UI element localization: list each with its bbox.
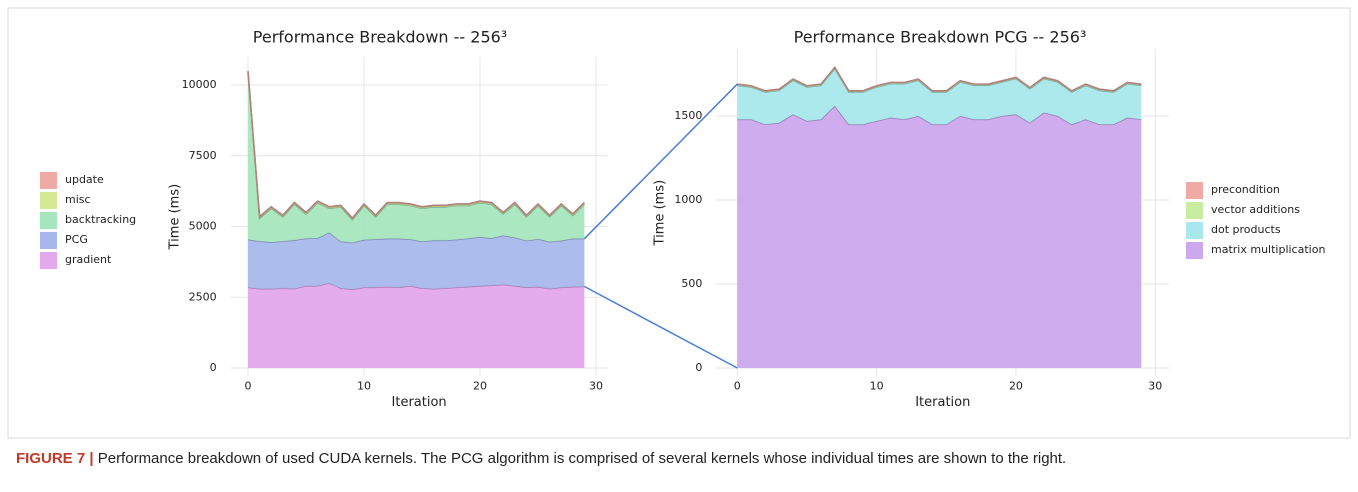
legend-swatch <box>1186 202 1203 219</box>
caption-text: Performance breakdown of used CUDA kerne… <box>97 450 1067 467</box>
area <box>248 72 585 243</box>
x-tick-label: 0 <box>734 379 741 392</box>
area <box>737 105 1142 369</box>
chart-title: Performance Breakdown PCG -- 256³ <box>794 28 1087 47</box>
x-tick-label: 10 <box>870 379 884 392</box>
legend-label: matrix multiplication <box>1211 243 1325 256</box>
x-tick-label: 30 <box>1148 379 1162 392</box>
area-edge <box>737 65 1142 92</box>
x-axis-label: Iteration <box>392 395 447 410</box>
y-tick-label: 0 <box>210 361 217 374</box>
legend-label: dot products <box>1211 223 1281 236</box>
connector <box>584 285 738 369</box>
legend-label: backtracking <box>65 213 136 226</box>
legend-label: vector additions <box>1211 203 1300 216</box>
legend-swatch <box>1186 222 1203 239</box>
y-tick-label: 7500 <box>189 149 217 162</box>
x-tick-label: 30 <box>589 380 603 393</box>
legend-swatch <box>40 252 57 269</box>
frame <box>7 7 1351 439</box>
y-axis-label: Time (ms) <box>653 180 668 247</box>
area <box>248 70 585 219</box>
x-axis-label: Iteration <box>915 395 970 410</box>
legend-label: update <box>65 173 104 186</box>
y-tick-label: 1500 <box>674 109 702 122</box>
area-edge <box>247 72 585 221</box>
legend-swatch <box>40 212 57 229</box>
x-tick-label: 20 <box>473 380 487 393</box>
legend-swatch <box>40 192 57 209</box>
y-axis-label: Time (ms) <box>168 184 183 251</box>
area <box>737 68 1142 125</box>
x-tick-label: 10 <box>357 380 371 393</box>
legend-label: gradient <box>65 253 112 266</box>
area-edge <box>247 70 585 220</box>
legend-swatch <box>40 232 57 249</box>
area-edge <box>247 71 585 220</box>
y-tick-label: 10000 <box>182 78 217 91</box>
caption-label: FIGURE 7 | <box>16 450 94 467</box>
y-tick-label: 1000 <box>674 193 702 206</box>
legend-label: PCG <box>65 233 88 246</box>
chart-title: Performance Breakdown -- 256³ <box>253 28 507 47</box>
caption: FIGURE 7 | Performance breakdown of used… <box>16 450 1346 467</box>
area <box>248 283 585 369</box>
connector <box>583 83 738 240</box>
area <box>248 71 585 220</box>
area <box>248 232 585 290</box>
y-tick-label: 2500 <box>189 290 217 303</box>
x-tick-label: 0 <box>245 380 252 393</box>
legend-swatch <box>1186 182 1203 199</box>
legend-label: precondition <box>1211 183 1280 196</box>
legend-label: misc <box>65 193 91 206</box>
legend-swatch <box>40 172 57 189</box>
y-tick-label: 500 <box>681 277 702 290</box>
legend-swatch <box>1186 242 1203 259</box>
chart: Performance Breakdown -- 256³02500500075… <box>7 7 1351 439</box>
y-tick-label: 0 <box>695 361 702 374</box>
y-tick-label: 5000 <box>189 220 217 233</box>
x-tick-label: 20 <box>1009 379 1023 392</box>
